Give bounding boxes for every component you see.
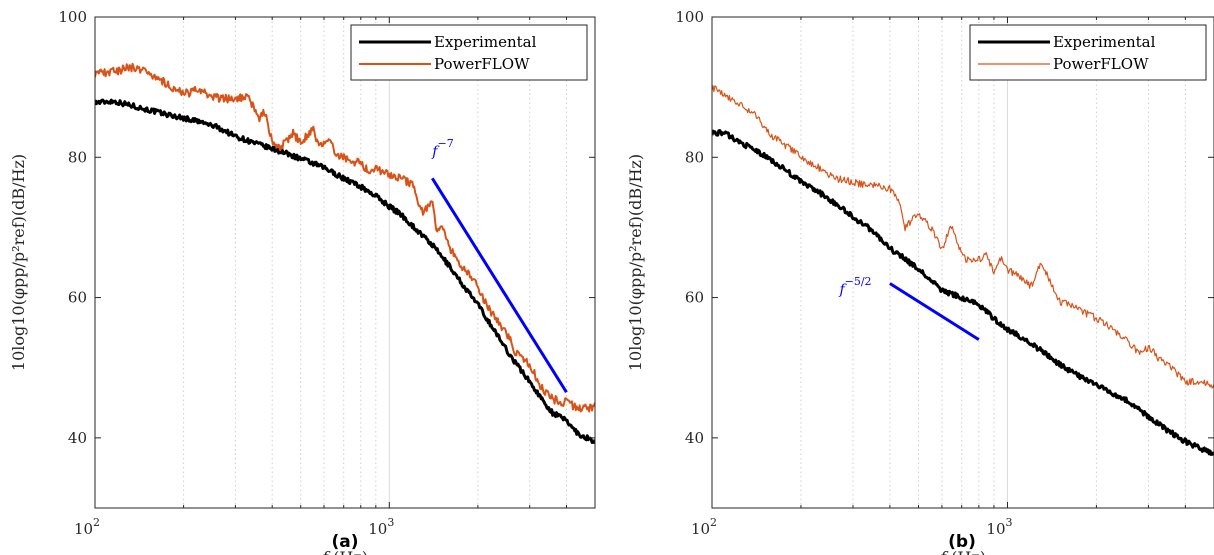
slope-line: [889, 282, 980, 341]
x-axis-label: f (Hz): [321, 548, 368, 555]
y-tick-label: 60: [68, 289, 87, 307]
panel-caption: (b): [948, 532, 976, 552]
slope-label: f−7: [431, 137, 453, 160]
legend-entry: Experimental: [1053, 33, 1156, 51]
series-line-powerflow: [95, 62, 595, 413]
y-tick-label: 80: [68, 148, 87, 166]
legend-entry: PowerFLOW: [434, 55, 530, 73]
series-group: [95, 62, 595, 444]
y-tick-label: 100: [58, 8, 87, 26]
legend-box: [969, 24, 1207, 81]
x-tick-label: 103: [986, 516, 1012, 538]
chart-b: f−5/2 102 103 40 60 80 100 f (Hz) 10log10(φpp/p²…: [626, 8, 1214, 555]
x-axis-label: f (Hz): [939, 548, 986, 555]
x-tick-label: 102: [74, 516, 100, 538]
slope-line: [431, 177, 568, 394]
y-tick-label: 100: [675, 8, 704, 26]
x-tick-label: 103: [368, 516, 394, 538]
y-tick-label: 60: [685, 289, 704, 307]
legend: Experimental PowerFLOW: [969, 24, 1207, 81]
grid: [711, 17, 1214, 508]
panel-caption: (a): [331, 532, 358, 552]
legend: Experimental PowerFLOW: [350, 24, 588, 81]
legend-box: [350, 24, 588, 81]
series-group: [712, 85, 1214, 456]
legend-entry: PowerFLOW: [1053, 55, 1149, 73]
slope-label: f−5/2: [838, 275, 871, 298]
y-tick-label: 40: [685, 429, 704, 447]
y-axis-label: 10log10(φpp/p²ref)(dB/Hz): [9, 154, 28, 371]
series-line-experimental: [95, 98, 595, 444]
series-line-powerflow: [712, 85, 1214, 389]
series-line-experimental: [712, 129, 1214, 456]
chart-a: f−7 102 103 40 60 80 100 f (Hz) 10log10(φpp/p²re…: [9, 8, 596, 555]
grid: [94, 17, 596, 508]
axes-box: [711, 16, 1214, 509]
y-axis-label: 10log10(φpp/p²ref)(dB/Hz): [626, 154, 645, 371]
x-tick-label: 102: [691, 516, 717, 538]
y-tick-label: 40: [68, 429, 87, 447]
axes-box: [94, 16, 596, 509]
legend-entry: Experimental: [434, 33, 537, 51]
y-tick-label: 80: [685, 148, 704, 166]
